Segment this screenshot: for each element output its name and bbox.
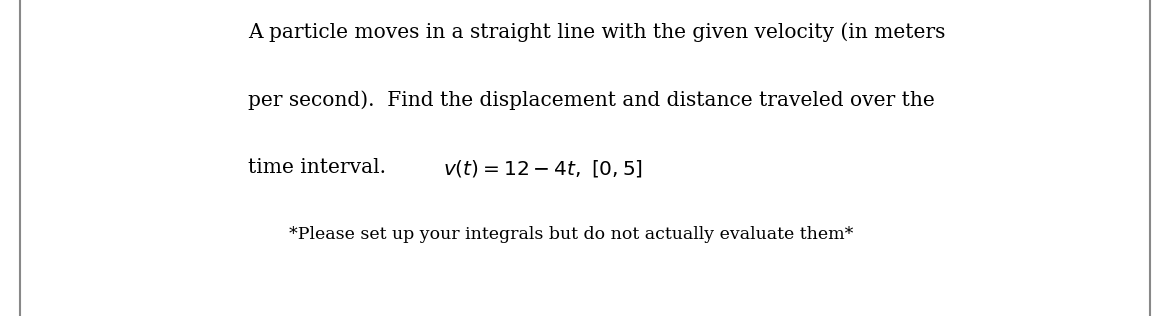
Text: *Please set up your integrals but do not actually evaluate them*: *Please set up your integrals but do not…	[289, 226, 853, 243]
Text: per second).  Find the displacement and distance traveled over the: per second). Find the displacement and d…	[248, 90, 935, 110]
Text: $v(t) = 12 - 4t, \ [0,5]$: $v(t) = 12 - 4t, \ [0,5]$	[442, 158, 642, 179]
Text: time interval.: time interval.	[248, 158, 399, 177]
Text: A particle moves in a straight line with the given velocity (in meters: A particle moves in a straight line with…	[248, 22, 945, 42]
